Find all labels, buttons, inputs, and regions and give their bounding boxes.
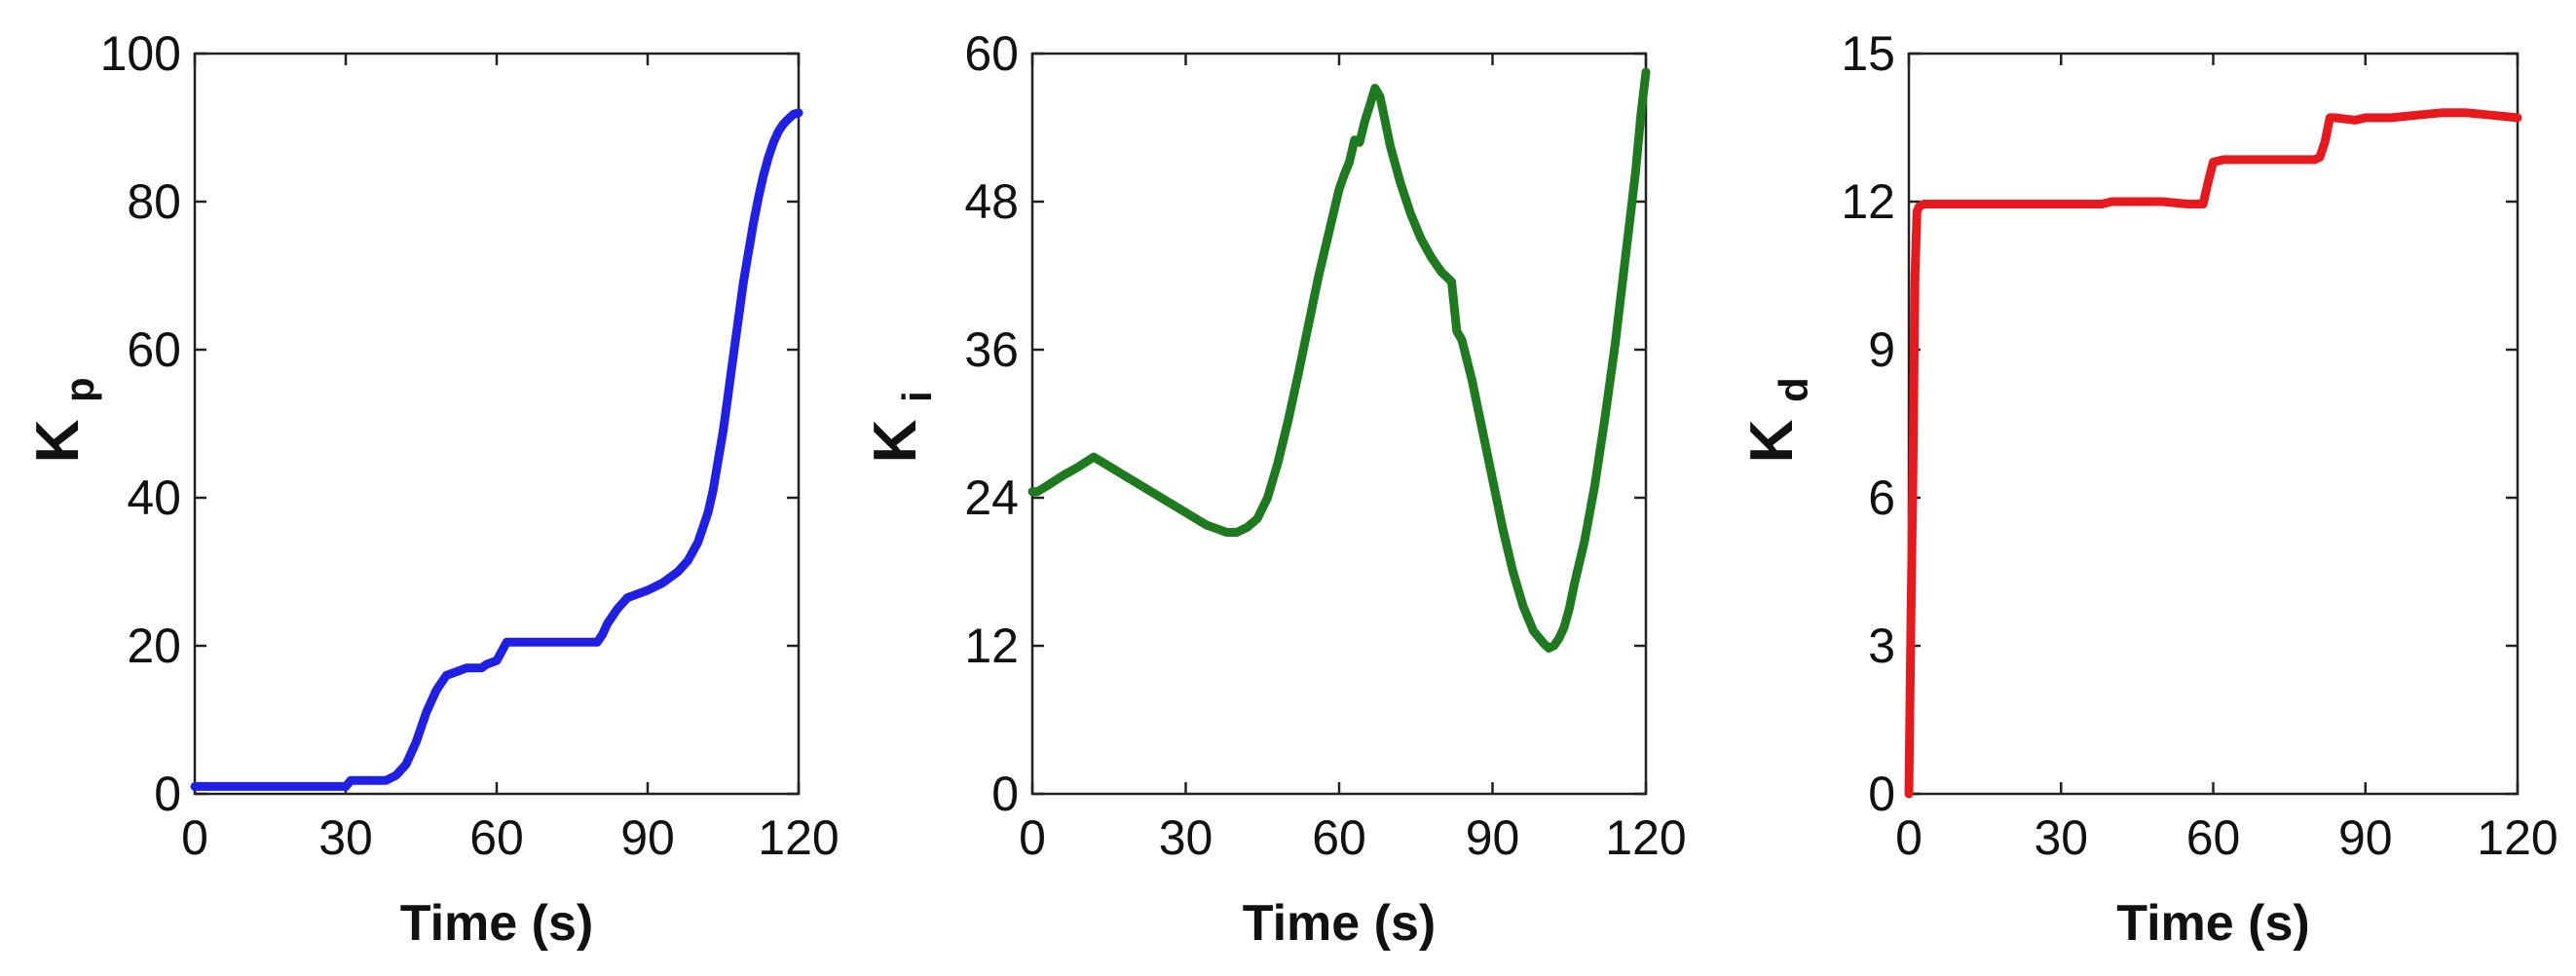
kd-y-tick-label: 12	[1841, 174, 1895, 229]
ki-y-tick-label: 0	[991, 767, 1019, 821]
ki-y-tick-label: 60	[964, 26, 1019, 81]
kd-y-tick-label: 3	[1868, 619, 1895, 673]
ki-series-line	[1027, 67, 1651, 653]
kp-y-axis-label: Kp	[24, 377, 102, 463]
kp-x-tick-label: 90	[620, 810, 675, 865]
kp-x-tick-label: 30	[318, 810, 373, 865]
kd-x-tick-label: 0	[1895, 810, 1923, 865]
kp-x-axis-label: Time (s)	[400, 895, 593, 952]
ki-x-axis-label: Time (s)	[1243, 895, 1436, 952]
ki-y-axis-label: Ki	[862, 391, 940, 463]
kd-y-tick-label: 15	[1841, 26, 1895, 81]
kp-y-tick-label: 100	[100, 26, 181, 81]
kd-x-tick-label: 30	[2034, 810, 2088, 865]
kp-y-tick-label: 80	[127, 174, 181, 229]
kd-y-axis-label-sub: d	[1771, 377, 1816, 402]
kp-plot-frame	[193, 52, 801, 796]
kp-series-line	[190, 108, 803, 791]
kp-x-tick-label: 60	[469, 810, 524, 865]
kd-x-tick-label: 90	[2338, 810, 2393, 865]
kp-y-tick-label: 0	[154, 767, 181, 821]
ki-y-tick-label: 48	[964, 174, 1019, 229]
kp-y-tick-label: 40	[127, 470, 181, 525]
ki-y-axis-label-sub: i	[894, 391, 940, 402]
ki-x-tick-label: 60	[1312, 810, 1366, 865]
kp-y-axis-label-main: K	[24, 419, 92, 463]
kp-x-tick-label: 0	[181, 810, 208, 865]
kd-y-axis-label-main: K	[1738, 419, 1806, 463]
kp-x-tick-label: 120	[758, 810, 839, 865]
panel-kd: 0 30 60 90 120 0 3 6 9 12 15 Time (s) Kd	[1738, 26, 2558, 952]
kd-y-axis-label: Kd	[1738, 377, 1816, 463]
ki-x-tick-label: 30	[1159, 810, 1213, 865]
kd-x-tick-label: 120	[2477, 810, 2557, 865]
kp-y-axis-label-sub: p	[56, 377, 102, 402]
kp-y-tick-label: 20	[127, 619, 181, 673]
panel-kp: 0 30 60 90 120 0 20 40 60 80 100 Time (s) Kp	[24, 26, 840, 952]
kd-y-tick-label: 6	[1868, 470, 1895, 525]
ki-y-tick-label: 12	[964, 619, 1019, 673]
ki-y-tick-label: 36	[964, 322, 1019, 377]
ki-x-tick-label: 90	[1466, 810, 1520, 865]
kd-y-tick-label: 9	[1868, 322, 1895, 377]
ki-x-tick-label: 120	[1605, 810, 1686, 865]
kd-x-tick-label: 60	[2186, 810, 2241, 865]
kd-y-tick-label: 0	[1868, 767, 1895, 821]
kd-x-axis-label: Time (s)	[2116, 895, 2309, 952]
ki-y-axis-label-main: K	[862, 419, 929, 463]
kp-y-tick-label: 60	[127, 322, 181, 377]
ki-plot-frame	[1030, 52, 1648, 796]
ki-x-tick-label: 0	[1019, 810, 1046, 865]
kd-series-line	[1904, 108, 2522, 799]
panel-ki: 0 30 60 90 120 0 12 24 36 48 60 Time (s) Ki	[862, 26, 1687, 952]
ki-y-tick-label: 24	[964, 470, 1019, 525]
